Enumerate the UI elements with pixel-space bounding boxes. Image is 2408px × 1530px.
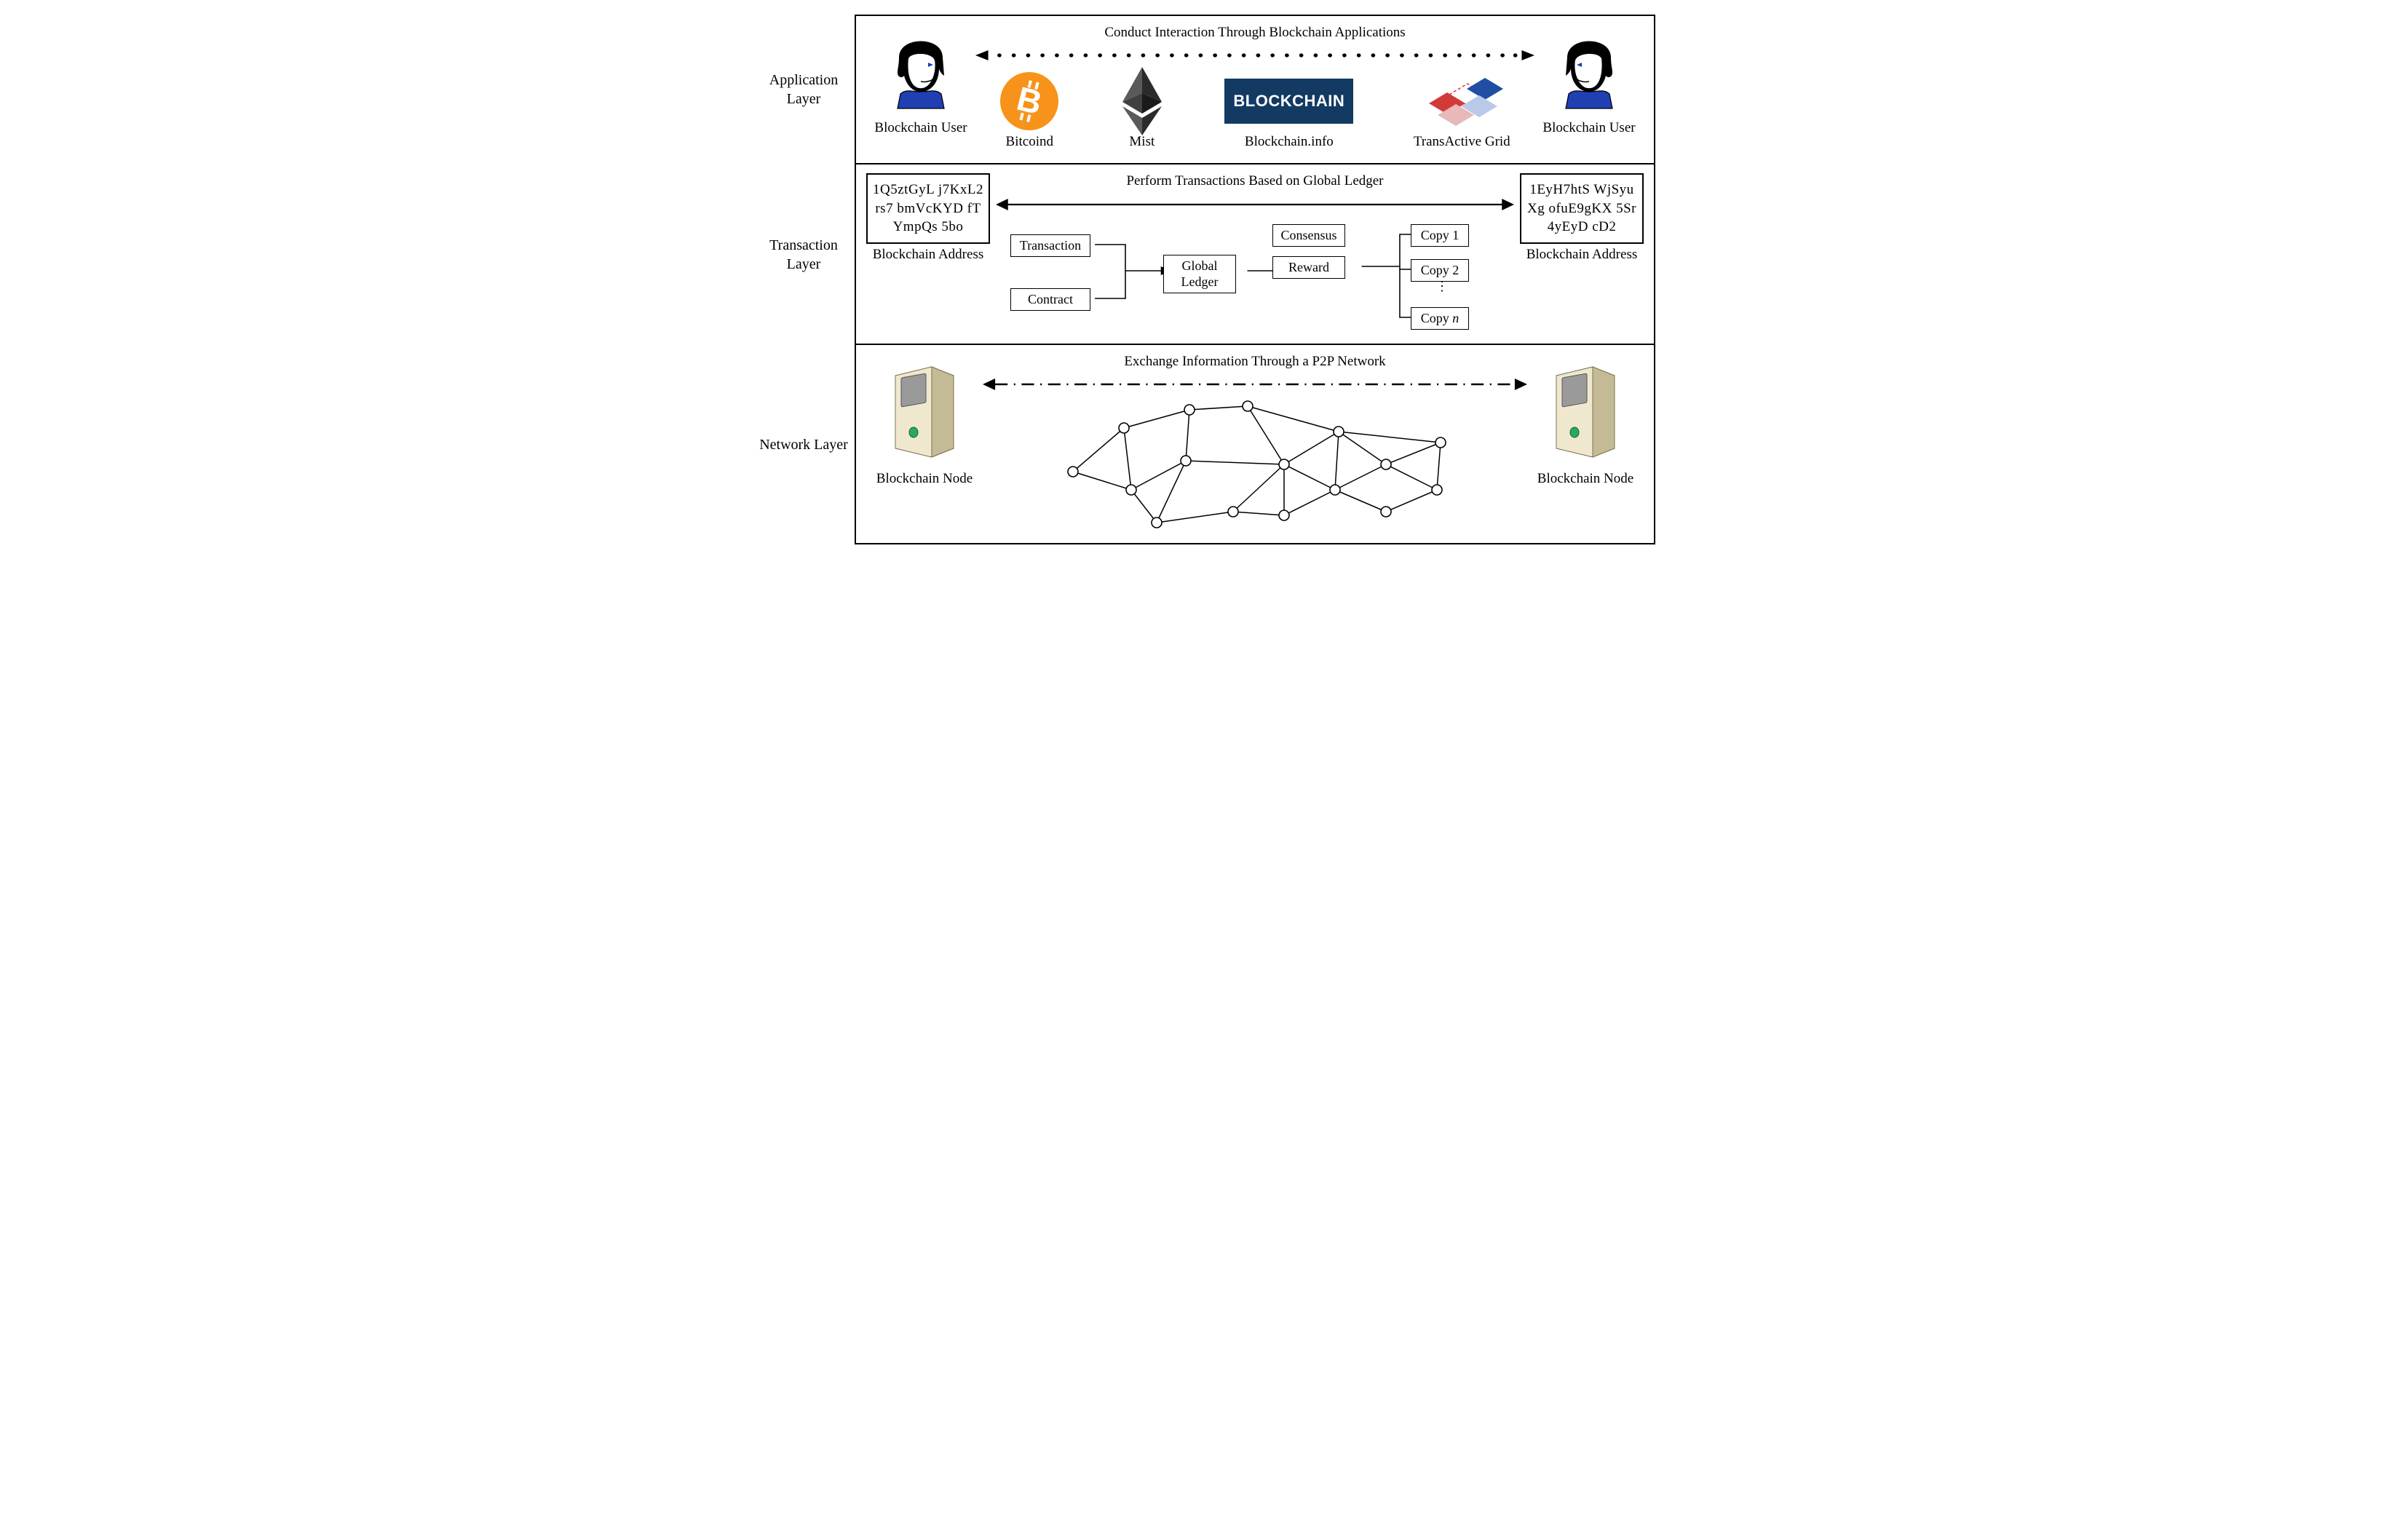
- box-global-ledger: Global Ledger: [1163, 255, 1236, 293]
- node-left: Blockchain Node: [866, 354, 983, 487]
- address-right-box: 1EyH7htS WjSyuXg ofuE9gKX 5Sr4yEyD cD2: [1520, 173, 1644, 244]
- transaction-layer-box: 1Q5ztGyL j7KxL2rs7 bmVcKYD fTYmpQs 5bo B…: [855, 165, 1655, 345]
- dashdot-double-arrow-icon: [983, 377, 1527, 392]
- blockchain-info-banner: BLOCKCHAIN: [1224, 79, 1353, 124]
- box-reward: Reward: [1272, 256, 1345, 279]
- bitcoin-icon: B: [999, 71, 1059, 131]
- user-avatar-icon: [877, 25, 965, 112]
- box-copy-n: Copy n: [1411, 307, 1469, 330]
- user-avatar-icon: [1545, 25, 1633, 112]
- address-left: 1Q5ztGyL j7KxL2rs7 bmVcKYD fTYmpQs 5bo B…: [866, 173, 990, 263]
- app-transactive-label: TransActive Grid: [1414, 134, 1510, 150]
- node-right-caption: Blockchain Node: [1527, 471, 1644, 487]
- box-contract: Contract: [1010, 288, 1090, 311]
- address-right: 1EyH7htS WjSyuXg ofuE9gKX 5Sr4yEyD cD2 B…: [1520, 173, 1644, 263]
- user-left: Blockchain User: [866, 25, 975, 136]
- layer-label-network: Network Layer: [753, 345, 855, 544]
- network-heading: Exchange Information Through a P2P Netwo…: [1124, 354, 1385, 370]
- app-blockchain-info: BLOCKCHAIN Blockchain.info: [1224, 68, 1353, 150]
- dotted-double-arrow-icon: [975, 48, 1534, 63]
- app-blockchain-info-label: Blockchain.info: [1224, 134, 1353, 150]
- app-bitcoin: B Bitcoind: [999, 68, 1059, 150]
- solid-double-arrow-icon: [996, 197, 1514, 213]
- node-right: Blockchain Node: [1527, 354, 1644, 487]
- layer-label-application: Application Layer: [753, 15, 855, 165]
- server-icon: [881, 354, 968, 463]
- p2p-network-graph-icon: [1044, 399, 1466, 530]
- application-heading: Conduct Interaction Through Blockchain A…: [1104, 25, 1405, 41]
- address-left-box: 1Q5ztGyL j7KxL2rs7 bmVcKYD fTYmpQs 5bo: [866, 173, 990, 244]
- application-layer-box: Blockchain User Conduct Interaction Thro…: [855, 15, 1655, 165]
- blockchain-layer-diagram: Application Layer Blockchain User Conduc…: [753, 15, 1655, 544]
- address-left-caption: Blockchain Address: [866, 247, 990, 263]
- server-icon: [1542, 354, 1629, 463]
- ethereum-icon: [1120, 66, 1165, 137]
- box-transaction: Transaction: [1010, 234, 1090, 257]
- layer-label-transaction: Transaction Layer: [753, 165, 855, 345]
- user-right-caption: Blockchain User: [1534, 120, 1644, 136]
- network-layer-box: Blockchain Node Exchange Information Thr…: [855, 345, 1655, 544]
- address-right-caption: Blockchain Address: [1520, 247, 1644, 263]
- app-bitcoin-label: Bitcoind: [999, 134, 1059, 150]
- transaction-flow-diagram: Transaction Contract Global Ledger Conse…: [996, 221, 1514, 330]
- box-copy-1: Copy 1: [1411, 224, 1469, 247]
- app-transactive-grid: TransActive Grid: [1414, 68, 1510, 150]
- ellipsis-vertical-icon: ⋮: [1435, 284, 1450, 289]
- box-consensus: Consensus: [1272, 224, 1345, 247]
- user-left-caption: Blockchain User: [866, 120, 975, 136]
- user-right: Blockchain User: [1534, 25, 1644, 136]
- transaction-heading: Perform Transactions Based on Global Led…: [1126, 173, 1383, 189]
- transactive-grid-icon: [1414, 68, 1509, 134]
- app-mist: Mist: [1120, 68, 1165, 150]
- node-left-caption: Blockchain Node: [866, 471, 983, 487]
